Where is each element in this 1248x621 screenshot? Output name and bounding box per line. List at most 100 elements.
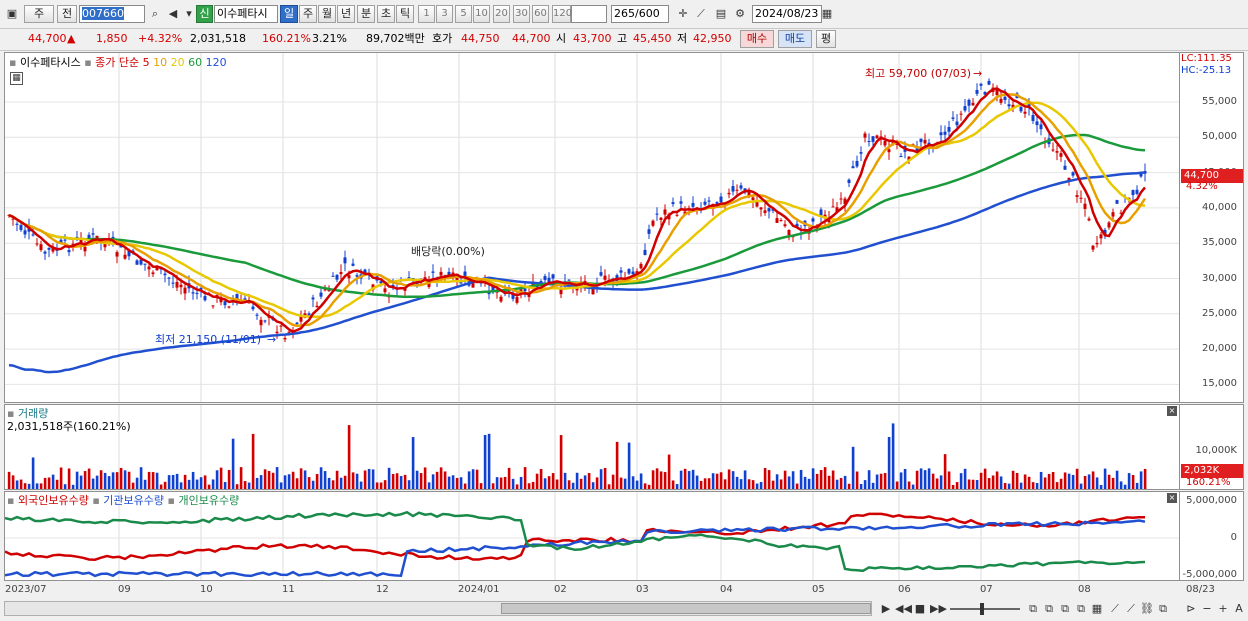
volume-bar [651,470,655,489]
layout-icon[interactable]: ⧉ [1061,602,1069,615]
interval-button[interactable]: 1 [418,5,435,23]
calendar-icon[interactable]: ▦ [821,7,833,20]
ma-5-label: 5 [142,56,150,69]
interval-input[interactable] [571,5,607,23]
zoom-thumb[interactable] [980,603,984,615]
volume-bar [147,471,151,489]
close-icon[interactable]: × [1167,493,1177,503]
fast-forward-icon[interactable]: ▶▶ [930,602,947,615]
candle-body [811,218,815,222]
prev-button[interactable]: 전 [57,5,77,23]
tab-period[interactable]: 틱 [396,5,414,23]
candle-body [1087,218,1091,221]
close-icon[interactable]: × [1167,406,1177,416]
candle-body [363,269,367,273]
tab-period[interactable]: 분 [357,5,375,23]
price-pane[interactable]: 최고 59,700 (07/03) → 최저 21,150 (11/01) → 배당락(… [4,52,1180,403]
ma-legend-label: 종가 단순 [95,56,140,69]
volume-bar [1119,481,1123,489]
trend-icon[interactable]: ⟋ [1127,602,1135,615]
crosshair-icon[interactable]: ✛ [678,7,688,20]
period-type-select[interactable]: 주 [24,5,54,23]
ma-60-label: 60 [188,56,203,69]
price-tick-label: 35,000 [1202,237,1237,249]
volume-bar [611,474,615,489]
stock-code-value: 007660 [82,7,124,20]
candle-body [275,331,279,334]
institution-legend: 기관보유수량 [103,494,165,507]
stock-code-input[interactable]: 007660 [79,5,145,23]
volume-bar [519,476,523,489]
layout-icon[interactable]: ⧉ [1029,602,1037,615]
low-label: 저 [677,32,688,45]
interval-button[interactable]: 3 [436,5,453,23]
font-size-icon[interactable]: A [1235,602,1243,615]
candle-body [1107,222,1111,228]
tab-period[interactable]: 초 [377,5,395,23]
link-icon[interactable]: ⛓ [1140,602,1154,615]
x-tick-label: 03 [636,584,649,595]
layout-icon[interactable]: ⧉ [1159,602,1167,615]
rewind-icon[interactable]: ◀◀ [895,602,912,615]
candle-body [907,156,911,161]
sell-button[interactable]: 매도 [778,30,812,48]
volume-bar [103,472,107,489]
search-icon[interactable]: ⌕ [151,7,159,20]
x-tick-label: 10 [200,584,213,595]
tab-period[interactable]: 일 [280,5,298,23]
scroll-right-icon[interactable]: ▶ [881,602,891,615]
interval-button[interactable]: 5 [455,5,472,23]
minus-icon[interactable]: − [1202,602,1212,615]
plus-icon[interactable]: + [1218,602,1228,615]
interval-button[interactable]: 10 [473,5,490,23]
interval-button[interactable]: 120 [552,5,572,23]
count-input[interactable]: 265/600 [611,5,669,23]
chevron-down-icon[interactable]: ▾ [186,7,192,20]
candle-body [947,127,951,132]
volume-bar [1143,468,1147,489]
stock-name[interactable]: 이수페타시 [214,5,278,23]
volume-bar [291,471,295,489]
interval-button[interactable]: 30 [513,5,530,23]
trend-icon[interactable]: ⟋ [1111,602,1119,615]
holding-pane[interactable]: ▪ 외국인보유수량 ▪ 기관보유수량 ▪ 개인보유수량 × [4,491,1180,581]
volume-title: 거래량 [17,407,49,420]
tab-period[interactable]: 년 [337,5,355,23]
volume-bar [471,469,475,489]
candle-body [1039,124,1043,130]
volume-bar [731,471,735,489]
candle-body [23,230,27,235]
layout-icon[interactable]: ⧉ [1077,602,1085,615]
volume-pane[interactable]: ▪ 거래량 2,031,518주(160.21%) × [4,404,1180,490]
volume-bar [719,472,723,489]
eval-button[interactable]: 평 [816,30,836,48]
layout-icon[interactable]: ⧉ [1045,602,1053,615]
volume-bar [987,478,991,489]
candle-body [127,250,131,257]
gear-icon[interactable]: ⚙ [735,7,745,20]
grid-icon[interactable]: ▦ [1091,602,1103,615]
date-input[interactable]: 2024/08/23 [752,5,822,23]
volume-bar [607,484,611,489]
volume-bar [555,479,559,489]
chart-window-icon[interactable]: ▣ [6,7,18,20]
speaker-icon[interactable]: ◀ [168,7,178,20]
draw-line-icon[interactable]: ⟋ [697,7,705,20]
tab-period[interactable]: 월 [318,5,336,23]
scroll-thumb[interactable] [501,603,871,614]
volume-bar [439,467,443,489]
buy-button[interactable]: 매수 [740,30,774,48]
tab-period[interactable]: 주 [299,5,317,23]
scrollbar[interactable] [4,601,872,616]
price-chart: 최고 59,700 (07/03) →최저 21,150 (11/01) →배당락(… [5,53,1179,402]
zoom-slider[interactable] [950,603,1020,615]
candle-body [707,200,711,202]
volume-bar [259,475,263,489]
disk-icon[interactable]: ▤ [715,7,727,20]
table-icon[interactable]: ▦ [10,72,23,85]
interval-button[interactable]: 20 [493,5,510,23]
interval-button[interactable]: 60 [532,5,549,23]
zoom-in-icon[interactable]: ⊳ [1186,602,1196,615]
volume-bar [1091,471,1095,489]
stop-icon[interactable]: ■ [914,602,926,615]
